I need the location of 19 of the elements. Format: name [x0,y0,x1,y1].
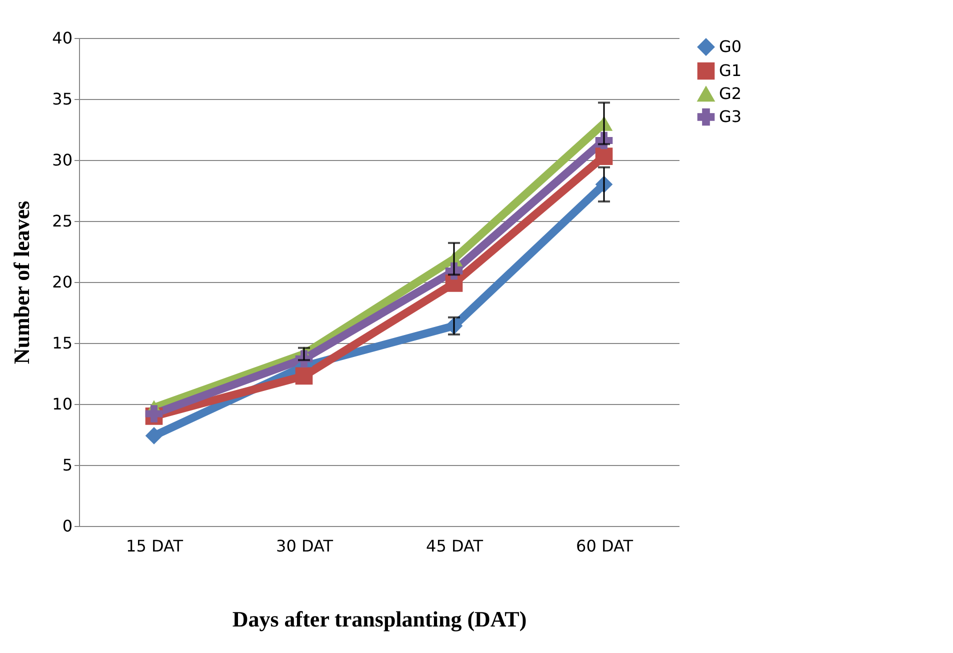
y-tick-label: 25 [52,212,72,230]
x-tick-label: 30 DAT [276,536,334,556]
y-tick-label: 0 [62,516,72,536]
y-tick-label: 10 [52,394,72,414]
x-tick-label: 15 DAT [126,536,184,556]
legend-label: G1 [719,61,742,80]
x-tick-label: 45 DAT [426,536,484,556]
y-tick-label: 20 [52,272,72,292]
y-tick-label: 30 [52,150,72,170]
y-tick-label: 35 [52,90,72,108]
x-axis-title: Days after transplanting (DAT) [232,606,527,632]
y-axis-title: Number of leaves [9,200,34,364]
y-tick-label: 5 [62,456,72,474]
y-tick-label: 40 [52,28,72,48]
legend-label: G2 [719,84,742,103]
legend-label: G0 [719,37,742,56]
legend-label: G3 [719,107,742,126]
y-tick-label: 15 [52,334,72,352]
x-tick-label: 60 DAT [576,536,634,556]
